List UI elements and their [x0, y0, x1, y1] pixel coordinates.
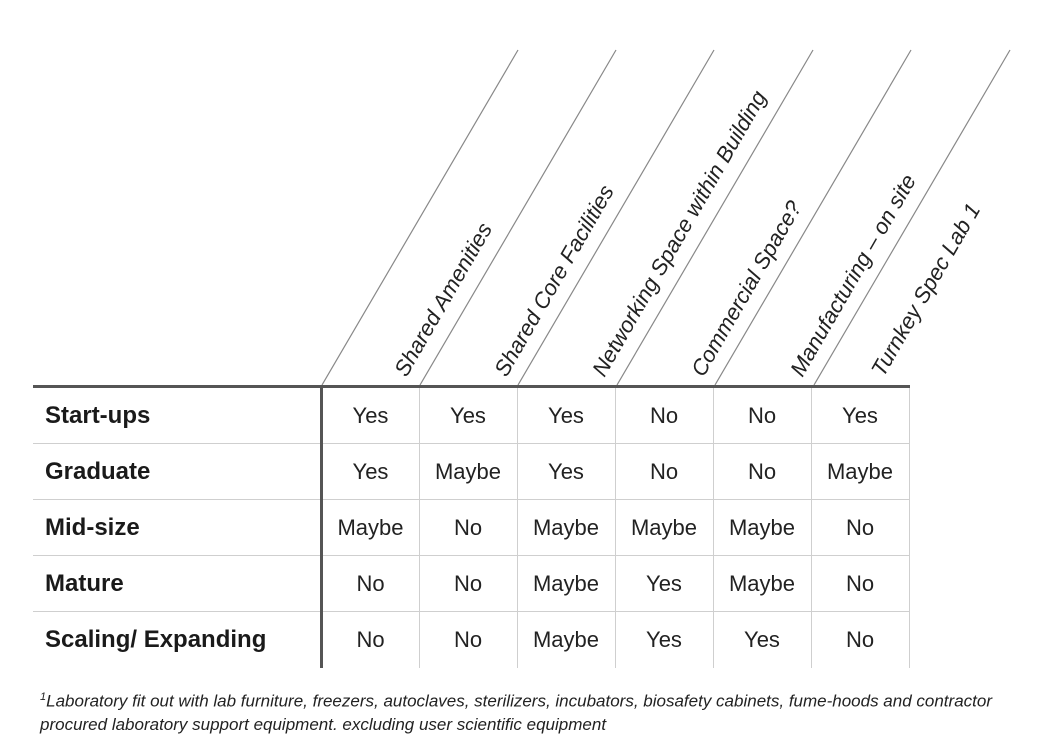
table-cell: No [811, 555, 910, 612]
table-cell: Maybe [419, 443, 518, 500]
row-label-graduate: Graduate [33, 443, 323, 500]
table-cell: No [811, 611, 910, 668]
row-label-mature: Mature [33, 555, 323, 612]
table-row: Mid-size Maybe No Maybe Maybe Maybe No [33, 499, 910, 556]
table-cell: No [419, 611, 518, 668]
table-row: Scaling/ Expanding No No Maybe Yes Yes N… [33, 611, 910, 668]
table-cell: No [615, 385, 714, 444]
table-cell: Maybe [713, 555, 812, 612]
table-cell: Maybe [517, 611, 616, 668]
table-cell: Maybe [517, 499, 616, 556]
table-cell: Yes [419, 385, 518, 444]
footnote-text: Laboratory fit out with lab furniture, f… [40, 691, 992, 734]
diagonal-line [321, 49, 519, 386]
table-row: Start-ups Yes Yes Yes No No Yes [33, 385, 910, 444]
diagonal-line [714, 49, 912, 386]
column-header-diagonals [321, 49, 1011, 386]
table-cell: No [713, 443, 812, 500]
table-cell: Maybe [321, 499, 420, 556]
table-row: Mature No No Maybe Yes Maybe No [33, 555, 910, 612]
table-cell: No [811, 499, 910, 556]
row-label-scaling-expanding: Scaling/ Expanding [33, 611, 323, 668]
row-label-mid-size: Mid-size [33, 499, 323, 556]
table-cell: Yes [615, 611, 714, 668]
table-cell: Yes [615, 555, 714, 612]
diagonal-line [813, 49, 1011, 386]
table-cell: Yes [811, 385, 910, 444]
table-cell: Maybe [811, 443, 910, 500]
footnote: 1Laboratory fit out with lab furniture, … [40, 686, 1000, 736]
table-cell: Maybe [615, 499, 714, 556]
diagonal-line [616, 49, 814, 386]
table-cell: No [419, 555, 518, 612]
table-cell: Maybe [517, 555, 616, 612]
table-cell: No [419, 499, 518, 556]
table-cell: Maybe [713, 499, 812, 556]
footnote-marker: 1 [40, 691, 47, 703]
table-cell: Yes [517, 385, 616, 444]
table-cell: Yes [713, 611, 812, 668]
diagonal-line [419, 49, 617, 386]
table-cell: No [713, 385, 812, 444]
table-cell: Yes [517, 443, 616, 500]
table-cell: Yes [321, 385, 420, 444]
table-cell: No [615, 443, 714, 500]
comparison-table: Start-ups Yes Yes Yes No No Yes Graduate… [33, 385, 910, 668]
row-label-start-ups: Start-ups [33, 385, 323, 444]
table-cell: No [321, 611, 420, 668]
table-cell: No [321, 555, 420, 612]
table-cell: Yes [321, 443, 420, 500]
diagonal-line [517, 49, 715, 386]
table-row: Graduate Yes Maybe Yes No No Maybe [33, 443, 910, 500]
